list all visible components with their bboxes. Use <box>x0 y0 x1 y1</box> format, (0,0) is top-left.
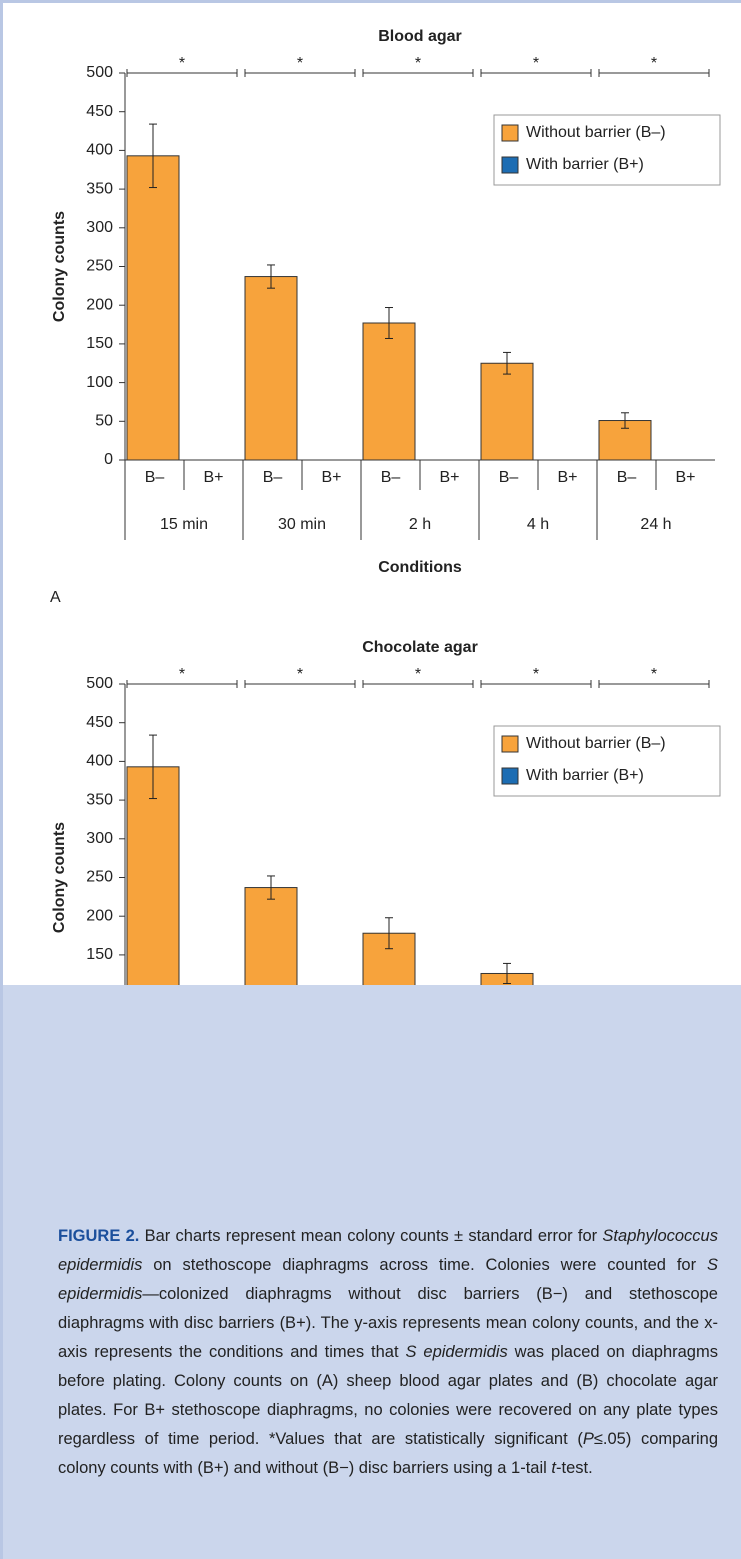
bar <box>244 887 298 985</box>
legend-label: Without barrier (B–) <box>526 735 666 752</box>
caption-text: on stethoscope diaphragms across time. C… <box>142 1256 707 1274</box>
error-bar <box>621 412 629 429</box>
y-tick-label: 500 <box>86 675 113 692</box>
y-tick-label: 50 <box>95 413 113 430</box>
bar-label: B+ <box>321 469 341 486</box>
bar-label: B– <box>145 469 165 486</box>
y-tick-label: 300 <box>86 830 113 847</box>
figure: Blood agar Colony counts Conditions A 0 50 100… <box>50 28 721 985</box>
x-axis-label: Conditions <box>378 559 462 576</box>
y-tick-label: 100 <box>86 374 113 391</box>
bar <box>126 155 180 461</box>
error-bar <box>267 875 275 900</box>
bar-label: B– <box>499 469 519 486</box>
y-tick-label: 200 <box>86 907 113 924</box>
group-label: 4 h <box>527 516 549 533</box>
y-tick-label: 450 <box>86 714 113 731</box>
significance-label: * <box>297 666 303 683</box>
y-tick-label: 500 <box>86 64 113 81</box>
chart-title: Blood agar <box>378 28 462 45</box>
bar <box>480 362 534 461</box>
group-label: 2 h <box>409 516 431 533</box>
group-label: 30 min <box>278 516 326 533</box>
legend-box <box>493 725 721 797</box>
y-tick-label: 250 <box>86 258 113 275</box>
y-tick-label: 400 <box>86 753 113 770</box>
y-tick-label: 150 <box>86 335 113 352</box>
caption-text: Staphylococcus epidermidis <box>58 1227 718 1274</box>
bar-label: B– <box>617 469 637 486</box>
significance-label: * <box>651 666 657 683</box>
legend-label: With barrier (B+) <box>526 767 644 784</box>
y-tick-label: 0 <box>104 451 113 468</box>
y-tick-label: 400 <box>86 142 113 159</box>
bar-label: B+ <box>557 469 577 486</box>
group-label: 15 min <box>160 516 208 533</box>
error-bar <box>267 264 275 289</box>
legend-swatch <box>501 156 519 174</box>
error-bar <box>385 307 393 339</box>
caption-background <box>3 985 741 1559</box>
y-tick-label: 200 <box>86 296 113 313</box>
y-axis-label: Colony counts <box>51 822 68 933</box>
bar <box>362 322 416 461</box>
y-tick-label: 350 <box>86 791 113 808</box>
y-tick-label: 300 <box>86 219 113 236</box>
caption-text: P <box>582 1430 594 1448</box>
caption-text: —colonized diaphragms without disc barri… <box>58 1285 718 1361</box>
error-bar <box>385 917 393 950</box>
bar-label: B+ <box>439 469 459 486</box>
legend-swatch <box>501 735 519 753</box>
caption-text: t <box>551 1459 556 1477</box>
bar-label: B– <box>381 469 401 486</box>
y-axis-label: Colony counts <box>51 211 68 322</box>
error-bar <box>503 962 511 985</box>
legend-label: With barrier (B+) <box>526 156 644 173</box>
caption-label: FIGURE 2. <box>58 1227 140 1245</box>
error-bar <box>503 351 511 375</box>
significance-label: * <box>533 55 539 72</box>
error-bar <box>149 123 157 189</box>
caption: FIGURE 2. Bar charts represent mean colo… <box>58 1222 718 1483</box>
caption-text: S epidermidis <box>58 1256 718 1303</box>
legend-swatch <box>501 124 519 142</box>
significance-label: * <box>533 666 539 683</box>
caption-text: was placed on diaphragms before plating.… <box>58 1343 718 1448</box>
y-tick-label: 450 <box>86 103 113 120</box>
group-label: 24 h <box>640 516 671 533</box>
panel-label: A <box>50 589 61 606</box>
legend-label: Without barrier (B–) <box>526 124 666 141</box>
bar-label: B+ <box>203 469 223 486</box>
caption-text: -test. <box>555 1459 593 1477</box>
caption-text: S epidermidis <box>405 1343 508 1361</box>
significance-label: * <box>179 55 185 72</box>
significance-label: * <box>651 55 657 72</box>
significance-label: * <box>415 55 421 72</box>
bar-label: B– <box>263 469 283 486</box>
bar-label: B+ <box>675 469 695 486</box>
y-tick-label: 250 <box>86 869 113 886</box>
bar <box>126 766 180 985</box>
significance-label: * <box>297 55 303 72</box>
legend-box <box>493 114 721 186</box>
significance-label: * <box>415 666 421 683</box>
bar <box>244 276 298 461</box>
caption-text: Bar charts represent mean colony counts … <box>139 1227 603 1245</box>
y-tick-label: 150 <box>86 946 113 963</box>
chart-title: Chocolate agar <box>362 639 478 656</box>
legend-swatch <box>501 767 519 785</box>
caption-text: ≤.05) comparing colony counts with (B+) … <box>58 1430 718 1477</box>
significance-label: * <box>179 666 185 683</box>
y-tick-label: 350 <box>86 180 113 197</box>
error-bar <box>149 734 157 800</box>
